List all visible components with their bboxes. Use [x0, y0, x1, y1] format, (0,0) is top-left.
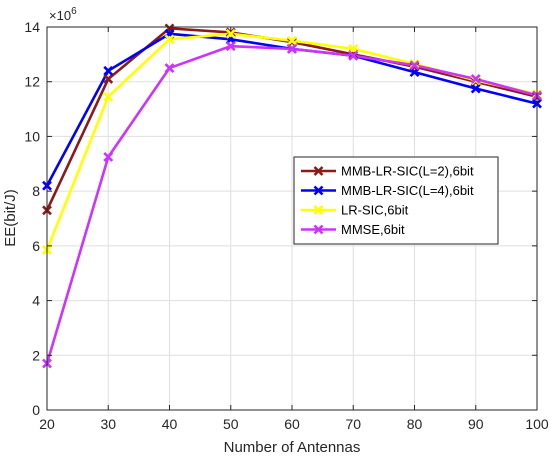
x-tick-label: 40 [162, 416, 178, 432]
y-tick-label: 12 [24, 74, 40, 90]
x-tick-label: 100 [525, 416, 549, 432]
data-point [287, 43, 297, 54]
data-point [470, 83, 481, 94]
x-axis-label: Number of Antennas [224, 439, 361, 456]
legend: MMB-LR-SIC(L=2),6bit MMB-LR-SIC(L=4),6bit… [293, 156, 499, 245]
x-tick-label: 90 [468, 416, 484, 432]
data-point [164, 63, 175, 73]
y-multiplier-exponent: 6 [71, 6, 77, 17]
x-tick-label: 30 [100, 416, 116, 432]
y-axis-label: EE(bit/J) [2, 189, 19, 247]
y-multiplier-base: ×10 [49, 8, 71, 23]
legend-marker [313, 205, 324, 215]
y-tick-label: 2 [32, 347, 40, 363]
legend-marker [313, 166, 324, 176]
data-point [164, 34, 175, 45]
data-point [103, 91, 114, 102]
y-tick-label: 4 [32, 293, 40, 309]
data-point [225, 41, 236, 52]
y-tick-label: 8 [32, 183, 40, 199]
legend-label: MMB-LR-SIC(L=4),6bit [341, 183, 474, 198]
data-point [409, 60, 420, 71]
data-point [470, 74, 481, 84]
y-multiplier: ×106 [49, 6, 77, 23]
tick-labels: 20 30 40 50 60 70 80 90 100 0 2 4 6 8 10 12 14 [24, 19, 548, 432]
axis-ticks [46, 26, 538, 411]
x-tick-label: 80 [407, 416, 423, 432]
x-tick-label: 60 [284, 416, 300, 432]
data-point [103, 65, 114, 76]
y-tick-label: 0 [32, 402, 40, 418]
x-tick-label: 70 [345, 416, 361, 432]
legend-marker [313, 224, 324, 235]
data-point [103, 152, 114, 162]
legend-marker [313, 185, 324, 196]
y-tick-label: 10 [24, 128, 40, 144]
data-point [103, 74, 114, 84]
data-point [348, 50, 359, 61]
data-point [287, 35, 297, 46]
legend-label: MMSE,6bit [341, 222, 405, 237]
y-tick-label: 14 [24, 19, 40, 35]
x-tick-label: 50 [223, 416, 239, 432]
legend-label: MMB-LR-SIC(L=2),6bit [341, 164, 474, 179]
x-tick-label: 20 [39, 416, 55, 432]
data-point [225, 28, 236, 39]
legend-label: LR-SIC,6bit [341, 203, 409, 218]
y-tick-label: 6 [32, 238, 40, 254]
